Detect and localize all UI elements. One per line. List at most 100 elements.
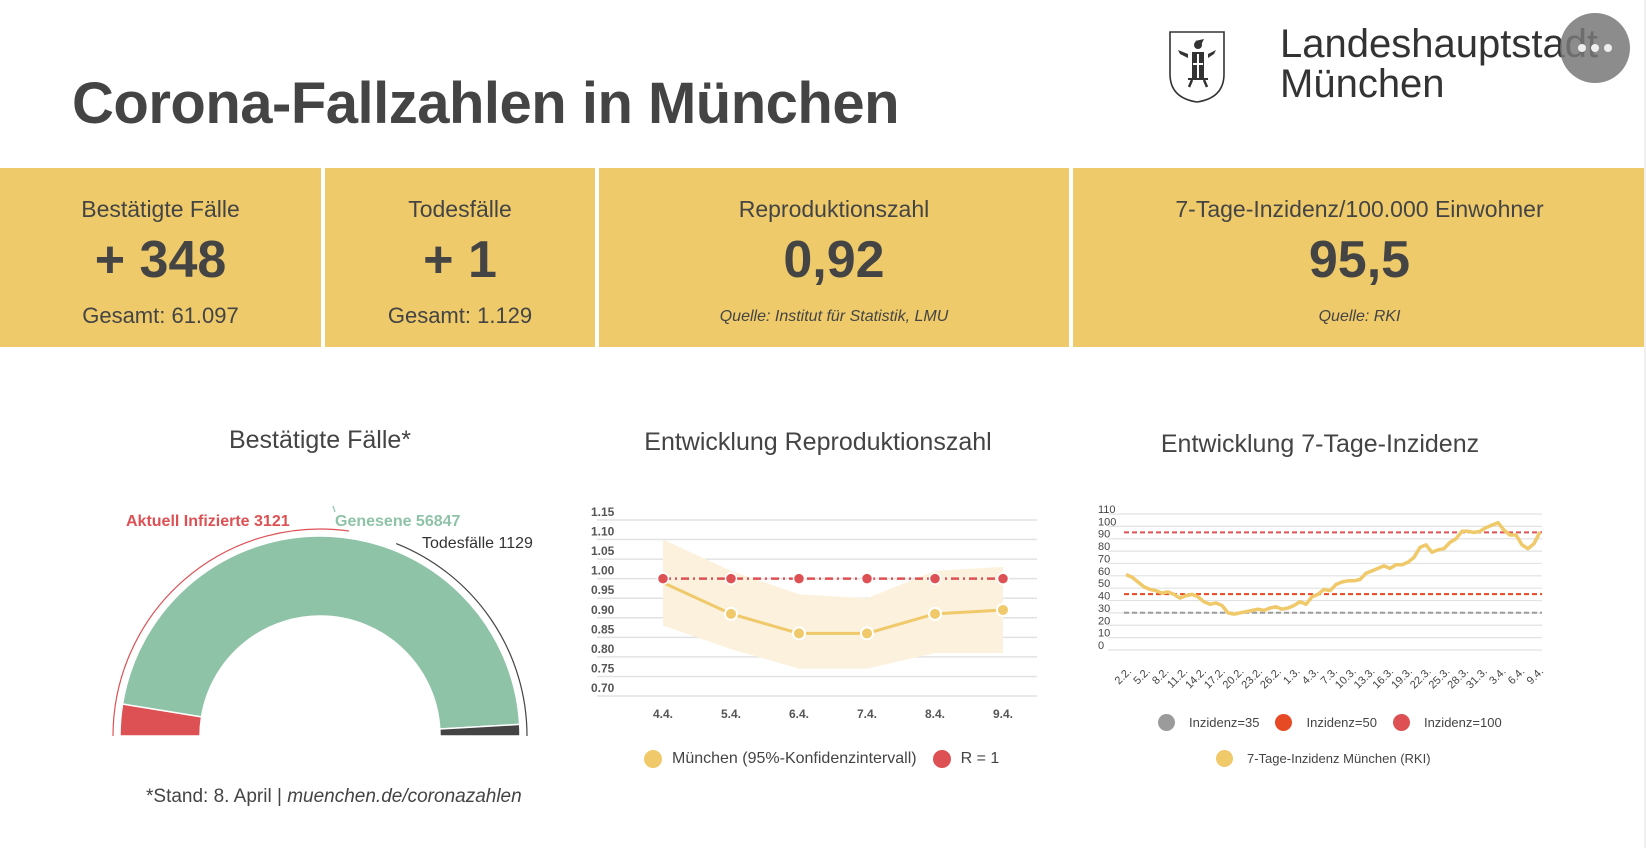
legend-dot-munich [644,750,662,768]
r-xtick-label: 8.4. [925,707,945,721]
legend-label: Inzidenz=50 [1306,715,1377,730]
kpi-label: Reproduktionszahl [738,196,930,222]
r-ytick-label: 0.90 [591,603,615,617]
kpi-value: 0,92 [783,231,885,289]
r-xtick-label: 7.4. [857,707,877,721]
kpi-value: 95,5 [1308,231,1411,289]
footnote: *Stand: 8. April | muenchen.de/coronazah… [146,786,522,808]
inz-xtick-label: 26.2. [1258,666,1284,690]
more-options-button[interactable] [1560,13,1630,83]
r-xtick-label: 5.4. [721,707,741,721]
kpi-value: + 348 [94,231,227,289]
kpi-label: Todesfälle [408,196,512,222]
inz-ytick-label: 30 [1098,603,1110,615]
donut-slice-genesene [121,535,521,730]
r-chart-legend: München (95%-Konfidenzintervall) R = 1 [644,750,1015,768]
r-ytick-label: 0.85 [591,622,615,636]
inz-xtick-label: 31.3. [1464,666,1490,690]
legend-dot-inz50 [1275,714,1293,731]
legend-dot-inz100 [1392,714,1410,731]
kpi-confirmed-cases: Bestätigte Fälle + 348 Gesamt: 61.097 [0,168,321,347]
inz-xtick-label: 6.4. [1506,666,1527,687]
r-ytick-label: 0.70 [591,681,615,695]
donut-slice-todesfälle [439,723,521,737]
r-xtick-label: 6.4. [789,707,809,721]
r-one-point [860,572,874,585]
incidence-legend-row1: Inzidenz=35 Inzidenz=50 Inzidenz=100 [1158,714,1518,731]
footnote-link[interactable]: muenchen.de/coronazahlen [287,786,522,807]
r-ytick-label: 0.95 [591,583,615,597]
kpi-total: Gesamt: 1.129 [387,303,533,328]
more-horizontal-icon [1578,44,1586,52]
kpi-label: Bestätigte Fälle [81,196,240,222]
half-donut-chart: Aktuell Infizierte 3121 Genesene 56847 Tod… [112,505,533,737]
inz-ytick-label: 10 [1098,628,1110,640]
kpi-reproduction-number: Reproduktionszahl 0,92 Quelle: Institut … [599,168,1069,347]
kpi-label: 7-Tage-Inzidenz/100.000 Einwohner [1175,196,1544,222]
kpi-total: Gesamt: 61.097 [82,303,239,328]
kpi-source: Quelle: RKI [1318,308,1401,325]
inz-ytick-label: 70 [1098,553,1110,565]
r-ytick-label: 1.10 [591,525,615,539]
r-munich-point [860,626,874,641]
legend-dot-r1 [932,750,951,768]
r-confidence-band [663,539,1003,669]
more-horizontal-icon-dot [1604,44,1612,52]
page-title: Corona-Fallzahlen in München [72,71,900,136]
legend-label: Inzidenz=100 [1423,715,1502,730]
more-horizontal-icon-dot [1591,44,1599,52]
legend-label: R = 1 [960,750,1000,767]
inz-munich-line [1125,520,1542,616]
kpi-row: Bestätigte Fälle + 348 Gesamt: 61.097 To… [0,168,1646,347]
inz-ytick-label: 100 [1098,516,1116,528]
inz-xtick-label: 2.2. [1113,666,1134,687]
legend-label: München (95%-Konfidenzintervall) [672,750,917,767]
inz-ytick-label: 20 [1098,615,1110,627]
legend-label: 7-Tage-Inzidenz München (RKI) [1247,751,1431,766]
inz-ytick-label: 90 [1098,529,1110,541]
r-ytick-label: 0.80 [591,642,615,656]
donut-bracket-deaths [395,542,528,737]
kpi-source: Quelle: Institut für Statistik, LMU [719,308,949,325]
r-munich-point [996,602,1010,617]
kpi-value: + 1 [423,231,497,289]
legend-item-r1: R = 1 [932,750,1000,768]
page-right-edge [1644,0,1646,848]
r-ytick-label: 1.00 [591,564,615,578]
r-ytick-label: 1.05 [591,544,615,558]
incidence-legend-row2: 7-Tage-Inzidenz München (RKI) [1216,750,1447,767]
logo-wordmark: Landeshauptstadt München [1280,24,1598,104]
donut-label-deaths: Todesfälle 1129 [422,535,533,552]
r-xtick-label: 9.4. [993,707,1013,721]
r-one-point [792,572,806,585]
inz-xtick-label: 5.2. [1131,666,1152,687]
r-line-chart: 1.15 1.10 1.05 1.00 0.95 0.90 0.85 0.80 0.75 0.70… [591,505,1037,721]
r-one-point [996,572,1010,585]
legend-dot-munich-rki [1216,750,1233,767]
inz-ytick-label: 40 [1098,591,1110,603]
legend-dot-inz35 [1158,714,1175,731]
inz-xtick-label: 4.3. [1300,666,1321,687]
footnote-stand: *Stand: 8. April | [146,786,282,807]
r-munich-point [724,606,738,621]
r-one-point [928,572,942,585]
kpi-deaths: Todesfälle + 1 Gesamt: 1.129 [325,168,595,347]
legend-item-inz100: Inzidenz=100 [1392,714,1502,731]
r-one-point [724,572,738,585]
inz-ytick-label: 0 [1098,640,1104,652]
inz-ytick-label: 60 [1098,566,1110,578]
donut-tick-recovered [332,505,336,513]
r-munich-point [792,626,806,641]
inz-ytick-label: 110 [1098,504,1116,516]
r-munich-line [662,581,1004,635]
r-ytick-label: 0.75 [591,661,615,675]
logo-line-1: Landeshauptstadt [1280,22,1599,66]
inz-xtick-label: 3.4. [1487,666,1508,687]
inz-ytick-label: 80 [1098,541,1110,553]
donut-label-recovered: Genesene 56847 [335,513,461,530]
chart-title-r: Entwicklung Reproduktionszahl [644,428,992,456]
legend-item-munich-rki: 7-Tage-Inzidenz München (RKI) [1216,750,1431,767]
inz-ytick-label: 50 [1098,578,1110,590]
r-ytick-label: 1.15 [591,505,615,519]
donut-label-infected: Aktuell Infizierte 3121 [126,513,290,530]
